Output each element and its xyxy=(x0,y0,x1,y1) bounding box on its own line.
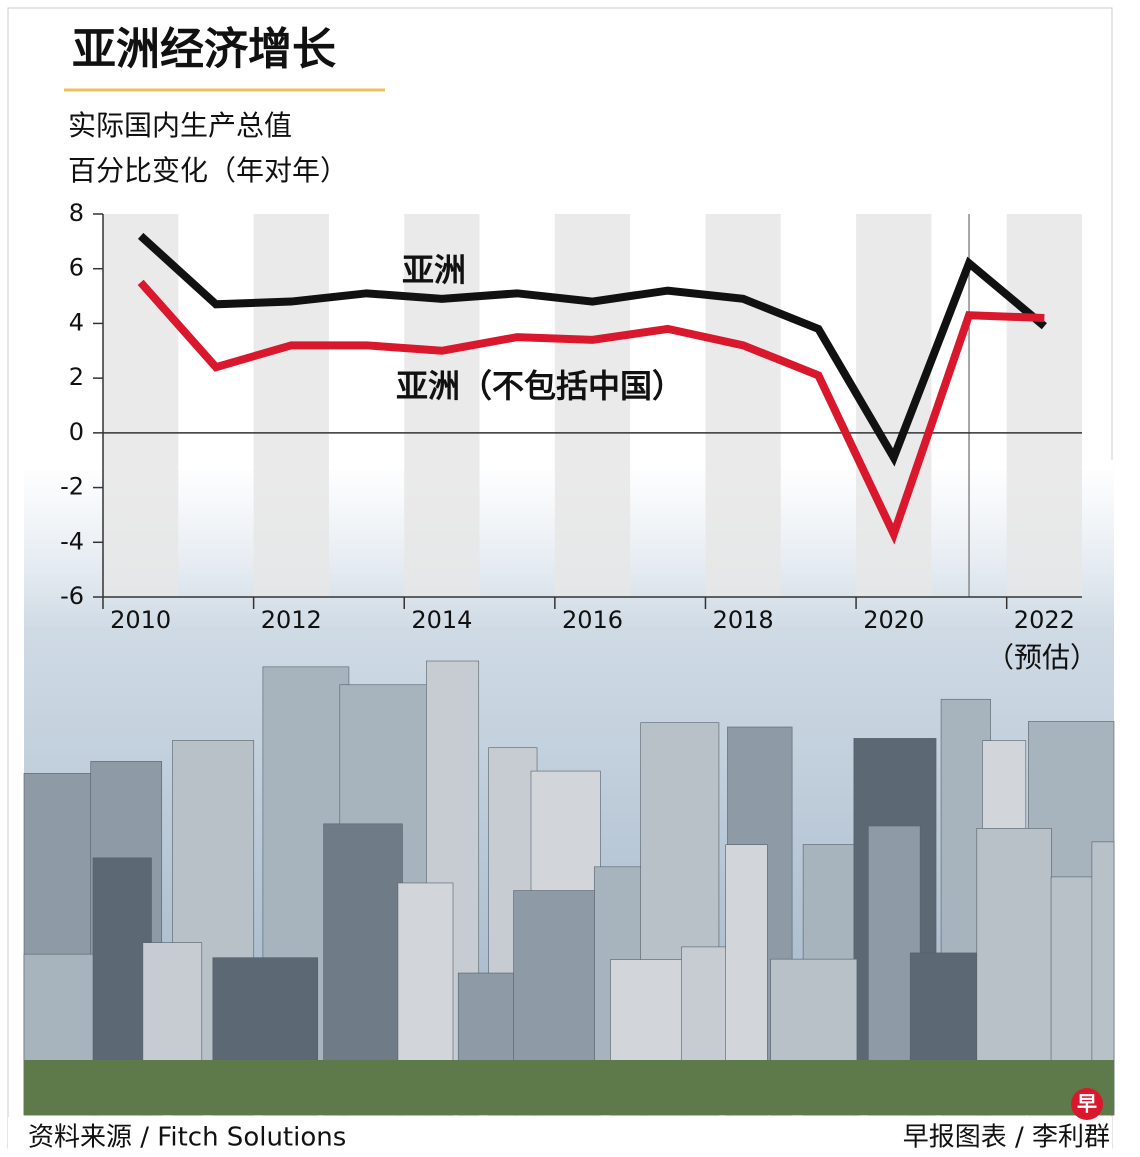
subtitle: 实际国内生产总值 xyxy=(68,109,292,142)
y-tick-label: 8 xyxy=(69,199,84,227)
logo: 早 xyxy=(1077,1092,1097,1116)
x-tick-label: 2012 xyxy=(261,606,322,634)
series-line xyxy=(137,232,1047,467)
series-label: 亚洲 xyxy=(402,251,466,289)
footer-bg xyxy=(8,1117,1112,1157)
x-tick-label: 2014 xyxy=(411,606,472,634)
x-tick-label: 2018 xyxy=(713,606,774,634)
y-tick-label: 2 xyxy=(69,363,84,391)
x-tick-label: 2022 xyxy=(1014,606,1075,634)
x-tick-label: 2020 xyxy=(863,606,924,634)
trees xyxy=(24,1060,1114,1115)
year-band xyxy=(253,214,329,597)
y-tick-label: -4 xyxy=(60,527,84,555)
series-label: 亚洲（不包括中国） xyxy=(396,367,684,405)
y-tick-label: 6 xyxy=(69,254,84,282)
x-tick-label: 2010 xyxy=(110,606,171,634)
y-tick-label: 4 xyxy=(69,308,84,336)
year-band xyxy=(103,214,179,597)
chart-title: 亚洲经济增长 xyxy=(72,24,336,75)
logo-badge xyxy=(1071,1088,1103,1120)
forecast-note: （预估） xyxy=(986,641,1098,674)
y-tick-label: -2 xyxy=(60,473,84,501)
x-tick-label: 2016 xyxy=(562,606,623,634)
year-band xyxy=(705,214,781,597)
plot: -6 -4 -2 0 2 4 6 8 2010 2012 2014 2016 2018 2020 2022 亚… xyxy=(60,199,1082,634)
source: 资料来源 / Fitch Solutions xyxy=(28,1123,346,1153)
city-photo xyxy=(23,660,1115,1116)
y-tick-label: 0 xyxy=(69,418,84,446)
year-band xyxy=(1006,214,1082,597)
subtitle: 百分比变化（年对年） xyxy=(68,154,348,187)
y-tick-label: -6 xyxy=(60,582,84,610)
year-band xyxy=(404,214,480,597)
series-line xyxy=(137,279,1045,545)
year-band xyxy=(554,214,631,597)
credit: 早报图表 / 李利群 xyxy=(903,1123,1110,1153)
